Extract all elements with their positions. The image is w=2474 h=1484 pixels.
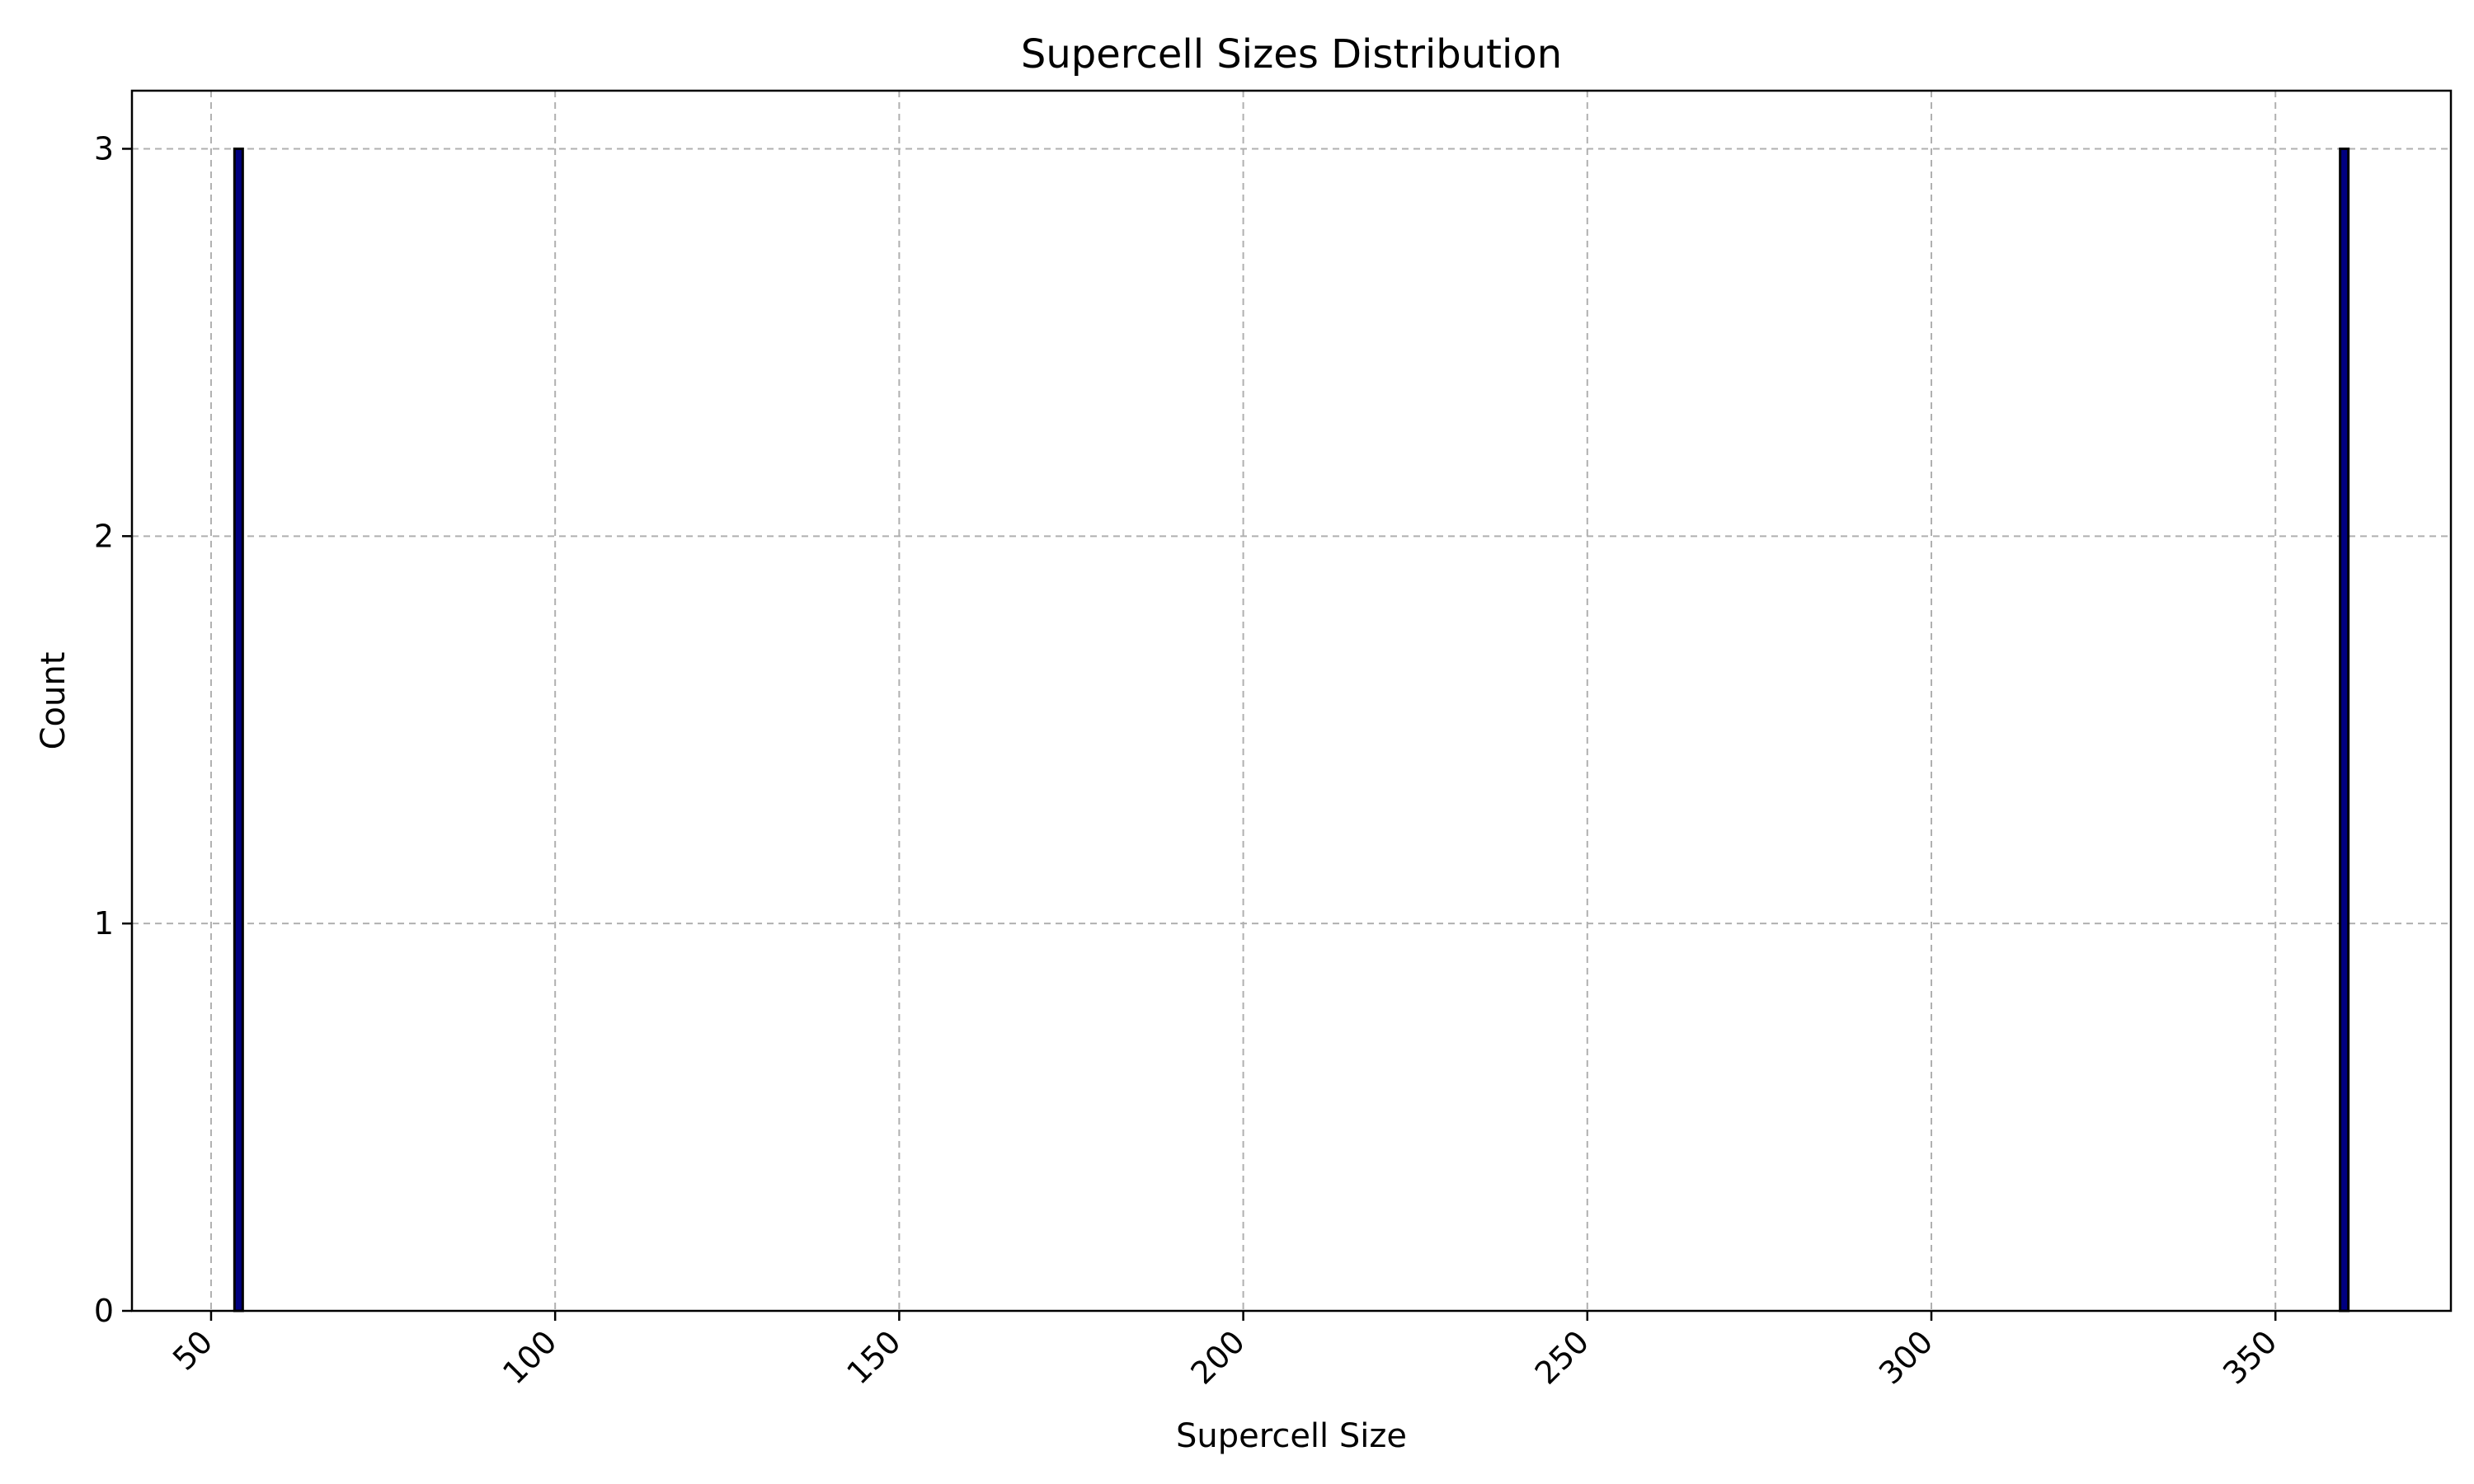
- histogram-bar: [2339, 147, 2350, 1313]
- y-tick-label: 0: [94, 1293, 114, 1329]
- histogram-bar: [233, 147, 244, 1313]
- y-tick-label: 1: [94, 905, 114, 942]
- x-axis-label: Supercell Size: [1176, 1417, 1407, 1455]
- chart-title: Supercell Sizes Distribution: [1021, 31, 1562, 77]
- y-tick-label: 3: [94, 130, 114, 167]
- y-axis-label: Count: [35, 652, 73, 750]
- plot-frame: [130, 89, 2453, 1313]
- y-tick-label: 2: [94, 518, 114, 554]
